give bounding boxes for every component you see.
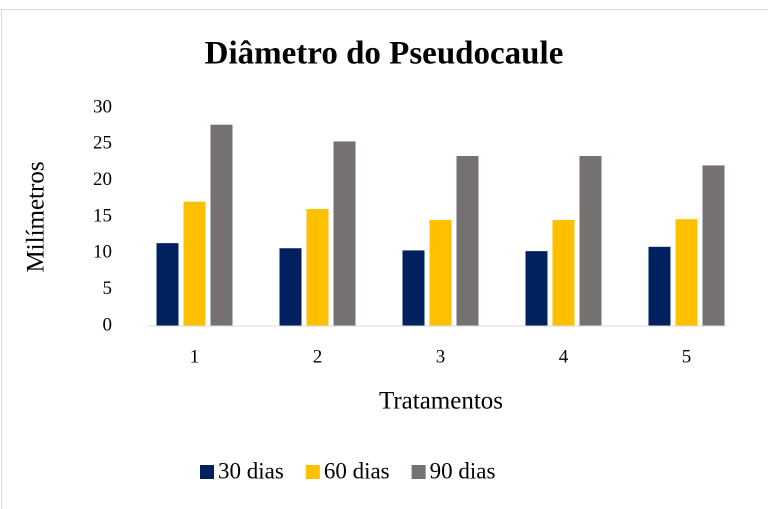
x-tick-label: 2 <box>313 346 323 367</box>
bar <box>648 246 671 326</box>
x-tick-label: 4 <box>559 346 569 367</box>
y-tick-label: 5 <box>103 278 113 299</box>
bar <box>702 165 725 326</box>
y-tick-label: 0 <box>103 314 113 335</box>
bar <box>429 219 452 326</box>
bar <box>333 141 356 326</box>
bar <box>279 248 302 326</box>
bar <box>210 124 233 326</box>
bar <box>579 155 602 326</box>
y-tick-label: 10 <box>93 242 112 263</box>
bar <box>306 209 329 326</box>
y-tick-label: 20 <box>93 169 112 190</box>
x-tick-label: 3 <box>436 346 446 367</box>
bar <box>525 251 548 326</box>
y-tick-label: 15 <box>93 205 112 226</box>
x-tick-label: 1 <box>190 346 200 367</box>
y-axis-label: Milímetros <box>23 161 50 272</box>
legend-label: 90 dias <box>430 458 496 483</box>
chart-frame <box>1 9 768 509</box>
x-tick-label: 5 <box>682 346 692 367</box>
bar <box>402 250 425 326</box>
bar <box>675 219 698 326</box>
bar <box>183 201 206 326</box>
legend-swatch <box>200 465 214 479</box>
chart-title: Diâmetro do Pseudocaule <box>205 36 564 72</box>
legend-label: 30 dias <box>218 458 284 483</box>
bar <box>156 243 179 326</box>
y-tick-label: 30 <box>93 96 112 117</box>
bar <box>552 219 575 326</box>
x-axis-label: Tratamentos <box>379 388 503 415</box>
bar <box>456 155 479 326</box>
y-tick-label: 25 <box>93 133 112 154</box>
legend-label: 60 dias <box>324 458 390 483</box>
legend-swatch <box>305 465 320 479</box>
legend-swatch <box>411 465 426 479</box>
